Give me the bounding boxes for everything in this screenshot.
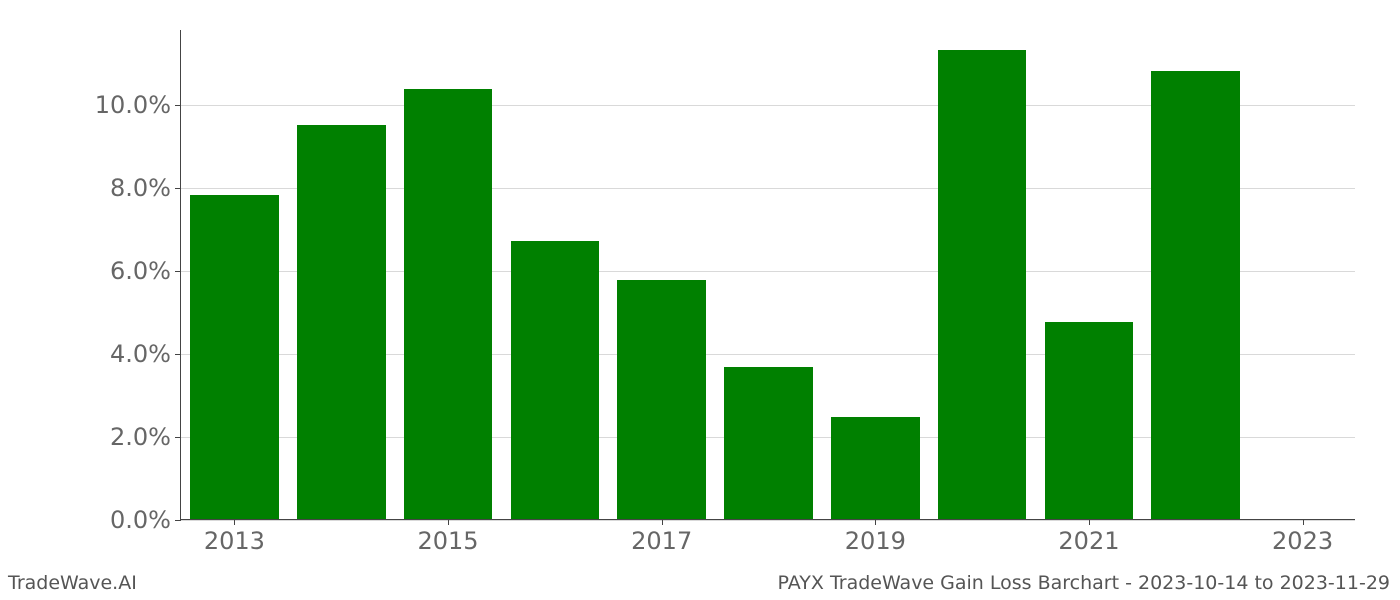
bar-2019 <box>831 417 920 519</box>
y-gridline <box>181 520 1355 521</box>
bar-2020 <box>938 50 1027 519</box>
bar-2021 <box>1045 322 1134 519</box>
figure: 0.0% 2.0% 4.0% 6.0% 8.0% 10.0% 2013 2015 2017 201… <box>0 0 1400 600</box>
y-tick-label: 10.0% <box>95 91 181 119</box>
x-tick-label: 2019 <box>845 519 906 555</box>
footer-left-text: TradeWave.AI <box>8 572 137 594</box>
x-tick-label: 2021 <box>1058 519 1119 555</box>
x-tick-label: 2017 <box>631 519 692 555</box>
y-tick-label: 6.0% <box>110 257 181 285</box>
bar-2018 <box>724 367 813 519</box>
bar-2017 <box>617 280 706 519</box>
y-tick-label: 4.0% <box>110 340 181 368</box>
y-tick-label: 2.0% <box>110 423 181 451</box>
bar-2013 <box>190 195 279 519</box>
y-tick-label: 0.0% <box>110 506 181 534</box>
footer-right-text: PAYX TradeWave Gain Loss Barchart - 2023… <box>778 572 1390 594</box>
bar-2014 <box>297 125 386 519</box>
bar-2016 <box>511 241 600 519</box>
x-tick-label: 2015 <box>417 519 478 555</box>
bar-2022 <box>1151 71 1240 519</box>
plot-area: 0.0%2.0%4.0%6.0%8.0%10.0%201320152017201… <box>180 30 1355 520</box>
y-tick-label: 8.0% <box>110 174 181 202</box>
x-tick-label: 2013 <box>204 519 265 555</box>
x-tick-label: 2023 <box>1272 519 1333 555</box>
bar-2015 <box>404 89 493 519</box>
